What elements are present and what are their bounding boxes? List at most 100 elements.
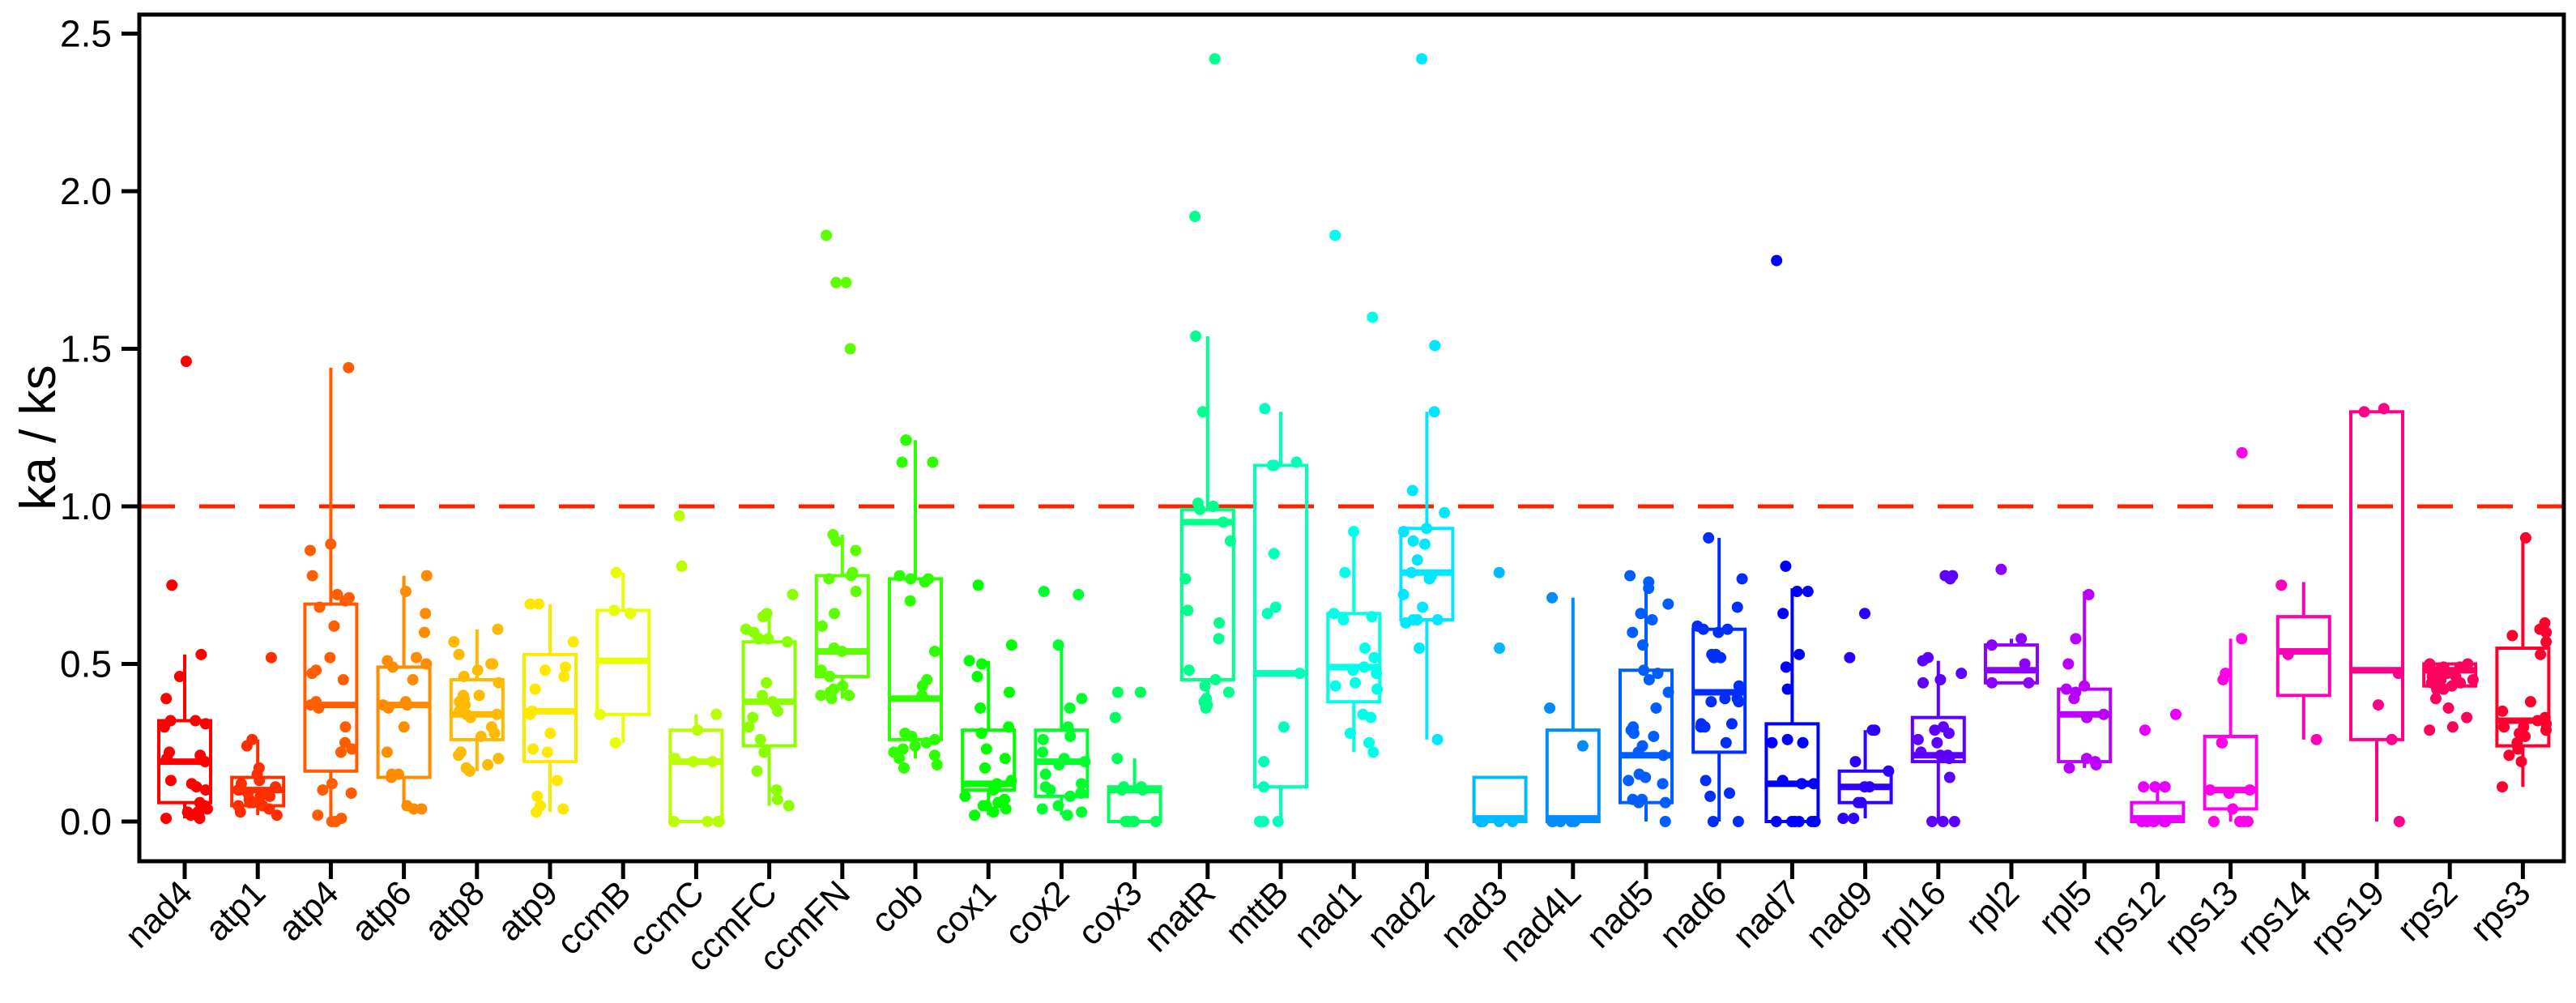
data-point-rpl16 [1926,816,1938,827]
data-point-nad3 [1493,816,1505,827]
data-point-rps2 [2462,658,2474,670]
data-point-rps12 [2149,781,2161,793]
data-point-cob [898,762,910,774]
data-point-nad5 [1624,570,1636,582]
data-point-rpl5 [2070,686,2082,698]
data-point-rps13 [2233,816,2245,827]
y-tick-label: 1.0 [60,485,112,527]
data-point-atp6 [382,655,394,667]
x-tick-label-atp1: atp1 [198,873,273,949]
data-point-rps2 [2424,724,2436,736]
data-point-atp9 [527,705,539,717]
data-point-atp1 [270,781,282,793]
data-point-rps12 [2139,724,2151,736]
data-point-rps19 [2386,733,2398,745]
data-point-ccmFC [766,696,778,708]
data-point-ccmFN [827,529,839,541]
data-point-nad4 [194,749,207,762]
data-point-nad4 [164,715,177,727]
data-point-cob [928,749,940,762]
data-point-atp6 [381,746,393,758]
data-point-ccmB [609,736,621,749]
data-point-rpl16 [1948,816,1960,827]
data-point-rps13 [2220,668,2232,680]
data-point-atp8 [471,664,484,676]
data-point-nad2 [1406,484,1418,497]
data-point-atp9 [527,743,539,755]
data-point-nad5 [1623,775,1635,787]
data-point-matR [1213,617,1226,629]
data-point-rps13 [2227,803,2239,815]
data-point-atp4 [343,361,355,373]
data-point-cox1 [987,806,1000,818]
data-point-cox1 [969,809,981,822]
data-point-nad5 [1659,816,1671,827]
data-point-rps2 [2424,658,2436,670]
data-point-cox2 [1076,806,1088,818]
data-point-atp9 [557,803,569,815]
data-point-rpl16 [1937,816,1949,827]
data-point-rps12 [2141,816,2153,827]
data-point-matR [1182,604,1194,617]
data-point-nad4 [190,715,202,727]
data-point-nad5 [1659,796,1671,809]
data-point-atp1 [271,809,283,822]
data-point-nad6 [1706,648,1718,660]
data-point-atp8 [458,671,470,683]
data-point-nad1 [1367,311,1379,323]
data-point-nad9 [1852,796,1864,809]
data-point-nad1 [1337,614,1350,626]
data-point-nad2 [1397,526,1410,538]
data-point-cox3 [1111,686,1124,698]
data-point-nad1 [1357,708,1369,720]
data-point-rpl2 [2015,633,2028,645]
data-point-cox2 [1039,768,1051,780]
data-point-ccmFN [837,680,849,692]
data-point-nad2 [1439,506,1451,519]
data-point-atp6 [399,586,412,598]
x-tick-label-mttB: mttB [1218,873,1296,951]
data-point-ccmFC [761,676,773,689]
data-point-mttB [1258,756,1270,768]
data-point-nad5 [1643,673,1655,685]
data-point-matR [1192,497,1204,510]
data-point-rpl2 [1985,639,1998,651]
data-point-atp6 [416,803,428,815]
data-point-atp6 [420,570,433,582]
data-point-nad7 [1770,816,1782,827]
box-matR [1179,507,1235,681]
data-point-nad4 [180,356,192,368]
data-point-ccmFN [844,343,856,355]
data-point-nad5 [1638,664,1650,676]
data-point-nad1 [1358,642,1371,655]
data-point-ccmC [673,510,685,522]
data-point-nad7 [1777,608,1789,620]
x-tick-label-rpl16: rpl16 [1871,873,1954,956]
data-point-nad6 [1731,601,1743,613]
data-point-ccmFC [761,608,773,620]
data-point-nad2 [1426,570,1438,582]
data-point-cox1 [971,671,983,683]
data-point-ccmFC [783,800,795,812]
data-point-cox2 [1037,746,1049,758]
data-point-rpl16 [1917,676,1929,689]
data-point-nad2 [1431,733,1444,745]
data-point-ccmFC [747,711,759,723]
data-point-matR [1183,664,1195,676]
data-point-rps2 [2467,673,2479,685]
data-point-nad1 [1328,608,1340,620]
data-point-rps19 [2372,699,2384,711]
data-point-atp4 [312,809,324,822]
data-point-nad6 [1733,680,1745,692]
data-point-nad5 [1662,598,1674,610]
data-point-rps3 [2519,531,2531,544]
data-point-nad2 [1405,566,1418,578]
x-tick-label-rps19: rps19 [2303,873,2392,962]
data-point-nad4 [186,778,198,790]
data-point-ccmFN [823,573,835,585]
box-atp6 [376,665,432,779]
data-point-atp8 [453,648,465,660]
data-point-rpl5 [2062,658,2075,670]
data-point-rpl2 [2023,676,2035,689]
